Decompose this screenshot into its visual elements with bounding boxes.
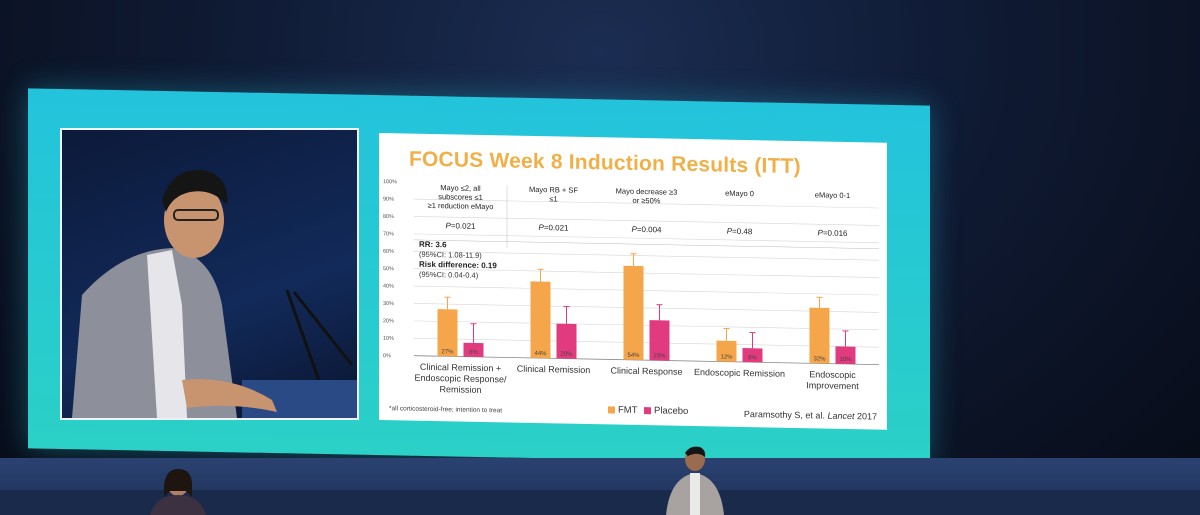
bar-data-label: 23%: [653, 353, 666, 359]
y-tick-label: 90%: [383, 196, 394, 202]
x-category-label: Clinical Remission +: [420, 362, 501, 374]
presentation-slide: FOCUS Week 8 Induction Results (ITT) 0% 1…: [379, 133, 887, 430]
x-axis-line: [414, 355, 879, 366]
chart-legend: FMT Placebo: [604, 404, 688, 417]
speaker-video-feed: [60, 128, 359, 420]
y-tick-label: 60%: [383, 249, 394, 255]
x-category-label: Endoscopic Remission: [694, 367, 785, 379]
x-category-label: Remission: [439, 384, 481, 395]
x-category-label: Improvement: [806, 380, 859, 391]
header-divider-line: [414, 239, 879, 250]
y-tick-label: 80%: [383, 214, 394, 220]
bar-chart: 0% 10% 20% 30% 40% 50% 60% 70% 80% 90% 100% Mayo ≤2…: [383, 179, 879, 395]
category-definition: Mayo RB + SF: [529, 185, 578, 195]
stat-risk-difference: Risk difference: 0.19: [419, 260, 497, 271]
gridline: [414, 268, 879, 278]
p-value-label: P=0.021: [538, 223, 569, 233]
bar-placebo: [835, 346, 856, 365]
category-definition: ≥1 reduction eMayo: [428, 201, 494, 211]
bar-data-label: 8%: [469, 350, 478, 356]
bar-data-label: 54%: [627, 353, 640, 359]
gridline: [414, 337, 879, 348]
bar-data-label: 12%: [720, 355, 733, 361]
gridline: [414, 198, 879, 209]
p-value-label: P=0.021: [445, 221, 476, 231]
bar-data-label: 8%: [748, 355, 757, 361]
bar-fmt: [437, 309, 458, 357]
bar-placebo: [463, 342, 484, 358]
y-tick-label: 0%: [383, 353, 391, 359]
bar-fmt: [716, 340, 737, 362]
legend-swatch-placebo: [644, 407, 651, 415]
gridline: [414, 233, 879, 244]
presenter-figure: [666, 446, 724, 515]
citation-year: 2017: [854, 411, 877, 422]
stat-rd-ci: (95%CI: 0.04-0.4): [419, 270, 479, 280]
category-definition: Mayo ≤2, all: [440, 183, 481, 193]
category-definition: subscores ≤1: [438, 192, 483, 202]
y-tick-label: 40%: [383, 283, 394, 289]
panelist-figure: [150, 469, 206, 515]
x-category-label: Clinical Response: [610, 365, 682, 376]
y-tick-label: 70%: [383, 231, 394, 237]
category-definition: Mayo decrease ≥3: [616, 187, 678, 197]
bar-fmt: [623, 265, 644, 361]
citation-authors: Paramsothy S, et al.: [743, 409, 828, 421]
legend-swatch-fmt: [608, 406, 615, 414]
category-definition: eMayo 0: [725, 189, 754, 199]
p-value-label: P=0.004: [631, 225, 662, 235]
gridline: [414, 320, 879, 331]
bar-placebo: [649, 320, 670, 361]
legend-label-fmt: FMT: [618, 404, 638, 416]
bar-data-label: 20%: [560, 351, 573, 357]
p-value-label: P=0.016: [817, 228, 848, 238]
gridline: [414, 216, 879, 226]
bar-fmt: [809, 307, 830, 364]
category-definition: ≤1: [549, 194, 557, 203]
gridline: [414, 303, 879, 313]
x-category-label: Endoscopic Response/: [414, 373, 507, 385]
category-definition: or ≥50%: [633, 196, 661, 206]
gridline: [414, 250, 879, 261]
bar-placebo: [742, 348, 763, 363]
bar-fmt: [530, 281, 551, 359]
bar-data-label: 44%: [534, 351, 547, 357]
x-category-label: Endoscopic: [809, 369, 856, 380]
bar-data-label: 32%: [813, 356, 826, 362]
bar-data-label: 10%: [839, 357, 852, 363]
category-definition: eMayo 0-1: [815, 190, 850, 200]
legend-label-placebo: Placebo: [654, 405, 689, 417]
y-tick-label: 50%: [383, 266, 394, 272]
x-category-label: Clinical Remission: [517, 364, 591, 375]
bar-data-label: 27%: [441, 349, 454, 355]
p-value-label: P=0.48: [727, 227, 753, 237]
bar-placebo: [556, 323, 577, 359]
citation-journal: Lancet: [827, 410, 855, 422]
stat-rr-ci: (95%CI: 1.08-11.9): [419, 250, 482, 260]
y-tick-label: 30%: [383, 301, 394, 307]
y-tick-label: 20%: [383, 318, 394, 324]
y-tick-label: 10%: [383, 336, 394, 342]
stat-rr: RR: 3.6: [419, 240, 447, 250]
gridline: [414, 285, 879, 296]
speaker-video-image: [72, 169, 357, 418]
y-tick-label: 100%: [383, 179, 397, 185]
